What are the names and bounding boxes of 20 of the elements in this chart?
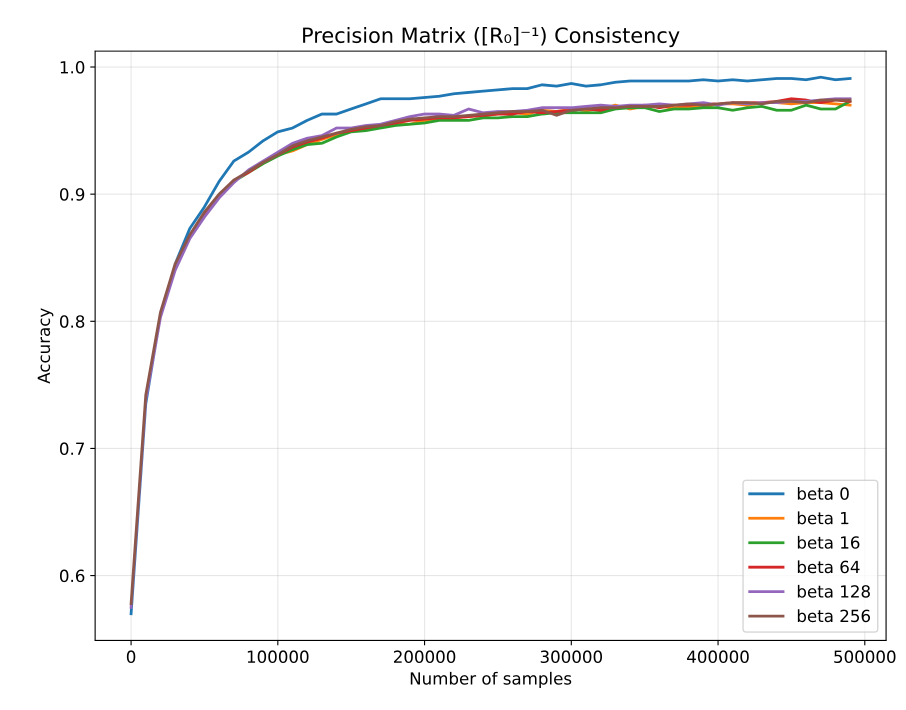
y-tick-label: 1.0 [60,60,84,74]
x-tick-label: 500000 [834,650,896,664]
x-axis-title: Number of samples [410,672,572,688]
y-tick-label: 0.7 [60,442,84,456]
legend-label: beta 0 [798,486,849,500]
y-tick-label: 0.8 [60,315,84,328]
y-tick-label: 0.9 [60,188,84,201]
y-tick-label: 0.6 [60,570,84,582]
legend-label: beta 256 [798,609,870,622]
y-axis-title: Accuracy [38,308,54,384]
x-tick-label: 100000 [248,650,309,664]
x-tick-label: 0 [126,650,136,664]
legend-label: beta 16 [798,536,860,549]
x-tick-label: 400000 [687,650,749,664]
x-tick-label: 300000 [540,650,602,664]
chart-title: Precision Matrix ([R₀]⁻¹) Consistency [303,26,680,48]
legend-label: beta 128 [798,584,870,598]
x-tick-label: 200000 [394,650,456,664]
legend-label: beta 64 [798,560,860,574]
legend-label: beta 1 [798,511,848,524]
